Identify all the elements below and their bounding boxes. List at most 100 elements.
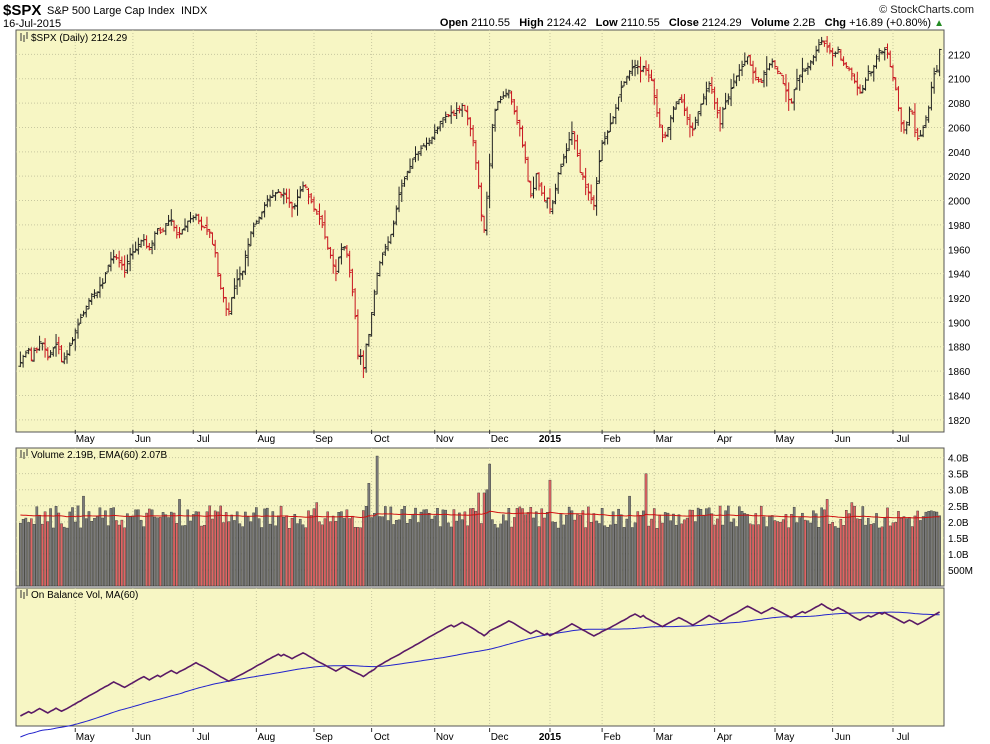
ohlc-bar (388, 234, 393, 245)
ohlc-bar (844, 62, 849, 69)
ohlc-bar (770, 58, 775, 68)
ohlc-bar (84, 305, 89, 318)
ohlc-bar (273, 192, 278, 201)
bottom-x-tick-label: Apr (717, 732, 733, 743)
volume-bar (24, 517, 28, 587)
volume-bar (620, 514, 623, 587)
ohlc-bar (578, 149, 583, 174)
price-panel-bg (15, 29, 945, 433)
ohlc-bar (457, 105, 462, 114)
panel-menu-icon (20, 449, 28, 459)
chg-label: Chg (824, 17, 847, 29)
volume-bar (641, 510, 645, 587)
volume-bar (792, 506, 796, 587)
obv-panel-bg (15, 587, 945, 727)
ohlc-bar (202, 226, 207, 229)
price-x-tick-label: Oct (374, 434, 390, 445)
volume-bar (244, 511, 247, 587)
close-value: 2124.29 (701, 17, 742, 29)
ohlc-bar (237, 266, 242, 287)
symbol-title: $SPX (3, 2, 42, 19)
volume-bar (534, 511, 538, 587)
volume-bar (600, 508, 604, 587)
ohlc-bar (899, 107, 904, 132)
ohlc-bar (45, 347, 50, 361)
volume-bar (485, 489, 489, 587)
volume-bar (630, 527, 634, 587)
ohlc-summary: Open 2110.55 High 2124.42 Low 2110.55 Cl… (440, 17, 944, 29)
ohlc-bar (679, 94, 684, 104)
ohlc-bar (361, 350, 366, 379)
price-x-tick-label: Jul (897, 434, 910, 445)
volume-bar (592, 513, 596, 587)
volume-bar (765, 526, 769, 587)
volume-bar (156, 517, 159, 587)
ohlc-bar (890, 64, 895, 82)
ohlc-bar (882, 47, 887, 61)
ohlc-bar (254, 220, 259, 225)
up-arrow-icon: ▲ (934, 18, 944, 29)
ohlc-bar (435, 126, 440, 135)
volume-bar (493, 524, 497, 587)
volume-bar (320, 524, 324, 587)
volume-bar (617, 508, 620, 587)
volume-bar (694, 521, 697, 587)
volume-bar (790, 514, 793, 587)
volume-bar (713, 524, 716, 587)
ohlc-bar (775, 66, 780, 75)
ohlc-bar (665, 126, 670, 138)
ohlc-bar (37, 335, 42, 351)
price-y-tick-label: 2080 (948, 99, 971, 110)
ohlc-bar (369, 312, 374, 337)
volume-bar (614, 523, 618, 587)
volume-bar (46, 521, 50, 587)
volume-bar (529, 507, 533, 587)
volume-bar (38, 514, 41, 587)
ohlc-bar (698, 103, 703, 117)
ohlc-bar (103, 272, 108, 284)
volume-bar (861, 506, 865, 587)
volume-bar (781, 519, 785, 587)
volume-bar (115, 520, 118, 587)
high-label: High (519, 17, 544, 29)
volume-bar (90, 521, 94, 587)
volume-bar (142, 526, 146, 587)
volume-bar (238, 523, 242, 587)
ohlc-bar (564, 143, 569, 164)
ohlc-bar (298, 186, 303, 199)
volume-ema-line (20, 510, 940, 519)
price-y-tick-label: 1940 (948, 270, 971, 281)
volume-bar (559, 513, 563, 587)
volume-bar (823, 509, 826, 587)
ohlc-bar (923, 115, 928, 129)
volume-bar (411, 513, 415, 587)
ohlc-bar (117, 250, 122, 268)
volume-bar (367, 483, 371, 587)
price-y-tick-label: 1980 (948, 221, 971, 232)
price-x-tick-label: Apr (717, 434, 733, 445)
ohlc-bar (383, 243, 388, 256)
bottom-x-tick-label: Dec (491, 732, 509, 743)
volume-bar (235, 511, 239, 587)
ohlc-bar (608, 113, 613, 132)
volume-bar (375, 455, 379, 587)
obv-ma-line (20, 611, 940, 738)
volume-bar (197, 511, 201, 587)
ohlc-bar (704, 81, 709, 106)
ohlc-bar (638, 56, 643, 83)
ohlc-bar (295, 189, 300, 216)
ohlc-bar (836, 46, 841, 54)
volume-bar (828, 523, 832, 587)
volume-bar (356, 527, 360, 587)
low-value: 2110.55 (620, 17, 660, 29)
ohlc-bar (235, 269, 240, 295)
bottom-x-tick-label: Aug (257, 732, 275, 743)
stockcharts-logo[interactable]: © StockCharts.com (879, 4, 974, 16)
volume-bar (21, 519, 25, 587)
ohlc-bar (781, 75, 786, 85)
volume-bar (545, 512, 549, 587)
volume-bar (120, 519, 124, 587)
ohlc-bar (29, 347, 34, 362)
bottom-x-tick-label: Sep (315, 732, 333, 743)
